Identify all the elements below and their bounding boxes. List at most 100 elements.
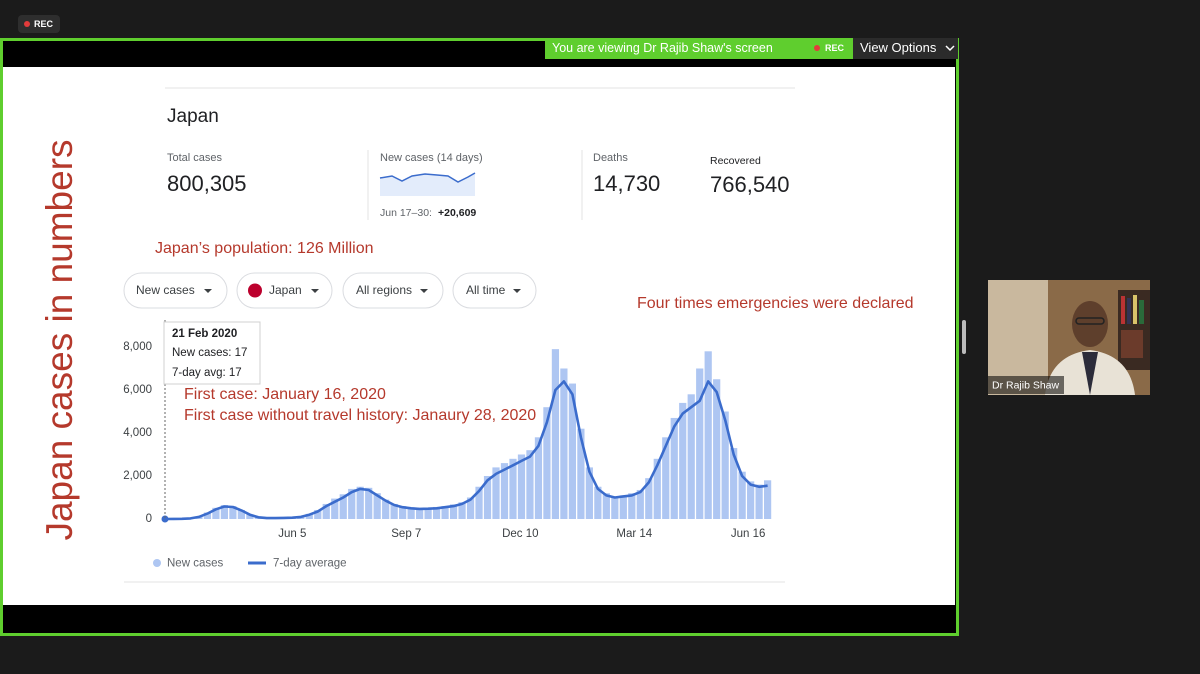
filter-button[interactable] — [342, 272, 444, 309]
new-cases-bar — [500, 463, 509, 519]
new-cases-bar — [704, 351, 712, 519]
participant-name: Dr Rajib Shaw — [992, 379, 1060, 391]
stat-value: 14,730 — [593, 171, 660, 196]
flag — [248, 283, 262, 298]
new-cases-bar — [373, 493, 381, 519]
new-cases-bar — [551, 349, 560, 519]
banner-rec: REC — [825, 43, 845, 53]
new-cases-bar — [382, 499, 390, 519]
annotation: First case without travel history: Janau… — [184, 407, 536, 424]
filter-button[interactable] — [123, 272, 228, 309]
hover-point — [161, 515, 169, 523]
new-cases-bar — [449, 504, 458, 519]
new-cases-bar — [670, 417, 678, 519]
new-cases-bar — [305, 513, 313, 519]
view-options[interactable] — [853, 38, 958, 59]
new-cases-bar — [432, 506, 441, 519]
tooltip-line: New cases: 17 — [172, 347, 247, 359]
y-tick-label: 2,000 — [123, 470, 152, 482]
books — [1121, 330, 1143, 358]
book — [1133, 295, 1137, 324]
new-cases-bar — [212, 507, 220, 519]
new-cases-bar — [399, 506, 407, 519]
stat-value: 766,540 — [710, 172, 790, 197]
tooltip — [163, 321, 261, 385]
share-banner-text: You are viewing Dr Rajib Shaw's screen — [552, 41, 773, 55]
person-shirt — [1082, 352, 1098, 395]
x-tick-label: Sep 7 — [391, 528, 421, 540]
new-cases-bar — [390, 503, 398, 519]
new-cases-bar — [246, 514, 254, 519]
splitter[interactable] — [962, 320, 966, 354]
stat-value: 800,305 — [167, 171, 247, 196]
book — [1121, 296, 1125, 324]
new-cases-bar — [687, 394, 695, 519]
new-cases-bar — [466, 497, 475, 519]
new-cases-bar — [517, 454, 526, 519]
x-tick-label: Dec 10 — [502, 528, 538, 540]
new-cases-bar — [237, 509, 245, 519]
new-cases-bar — [203, 512, 212, 519]
y-tick-label: 4,000 — [123, 427, 152, 439]
new-cases-bar — [679, 402, 687, 519]
new-cases-bar — [619, 495, 627, 519]
new-cases-bar — [509, 458, 517, 519]
filter-label[interactable]: All regions — [356, 283, 412, 297]
stat-change: +20,609 — [438, 207, 476, 219]
stat-range: Jun 17–30: — [380, 207, 432, 219]
legend-swatch — [153, 559, 161, 567]
new-cases-bar — [653, 458, 661, 519]
new-cases-bar — [721, 411, 729, 519]
book — [1127, 298, 1131, 324]
y-tick-label: 0 — [146, 513, 152, 525]
new-cases-bar — [492, 467, 500, 519]
view-options-caret — [945, 45, 955, 52]
filter-label[interactable]: New cases — [136, 283, 195, 297]
new-cases-bar — [220, 505, 229, 519]
filter-caret — [311, 289, 319, 293]
annotation: First case: January 16, 2020 — [184, 386, 386, 403]
stat-label: Recovered — [710, 155, 761, 167]
new-cases-bar — [594, 486, 602, 519]
new-cases-bar — [339, 494, 347, 519]
average-line — [164, 380, 768, 521]
new-cases-bar — [314, 509, 322, 519]
new-cases-bar — [526, 450, 534, 519]
share-banner — [545, 38, 853, 59]
rec-text: REC — [34, 19, 54, 29]
tooltip-date: 21 Feb 2020 — [172, 328, 237, 340]
legend-label: New cases — [167, 558, 223, 570]
stat-label: Total cases — [167, 152, 223, 164]
filter-button[interactable] — [236, 272, 333, 309]
filter-caret — [513, 289, 521, 293]
filter-caret — [420, 289, 428, 293]
new-cases-bar — [577, 428, 585, 519]
filter-label[interactable]: All time — [466, 283, 506, 297]
new-cases-bar — [441, 506, 449, 519]
filter-caret — [204, 289, 212, 293]
new-cases-bar — [585, 467, 593, 519]
filter-button[interactable] — [452, 272, 537, 309]
view-options-label[interactable]: View Options — [860, 40, 937, 55]
wall — [988, 280, 1048, 395]
population-note: Japan’s population: 126 Million — [155, 240, 374, 257]
stat-label: New cases (14 days) — [380, 152, 483, 164]
new-cases-bar — [636, 489, 644, 519]
new-cases-bar — [602, 493, 610, 519]
chart: 0 2,000 4,000 6,000 8,000 Jun 5 Sep 7 Dec 10 Mar… — [123, 341, 772, 570]
filter-label[interactable]: Japan — [269, 283, 302, 297]
rec-dot — [24, 21, 30, 27]
banner-rec-dot — [814, 45, 820, 51]
new-cases-bar — [322, 503, 330, 519]
new-cases-bar — [696, 368, 704, 519]
x-tick-label: Jun 5 — [278, 528, 306, 540]
country-title: Japan — [167, 106, 219, 127]
new-cases-bar — [483, 476, 492, 519]
new-cases-bar — [713, 379, 721, 519]
name-tag — [988, 376, 1064, 394]
new-cases-bar — [458, 502, 466, 519]
new-cases-bar — [348, 488, 356, 519]
new-cases-bar — [730, 448, 738, 519]
new-cases-bar — [738, 471, 746, 519]
